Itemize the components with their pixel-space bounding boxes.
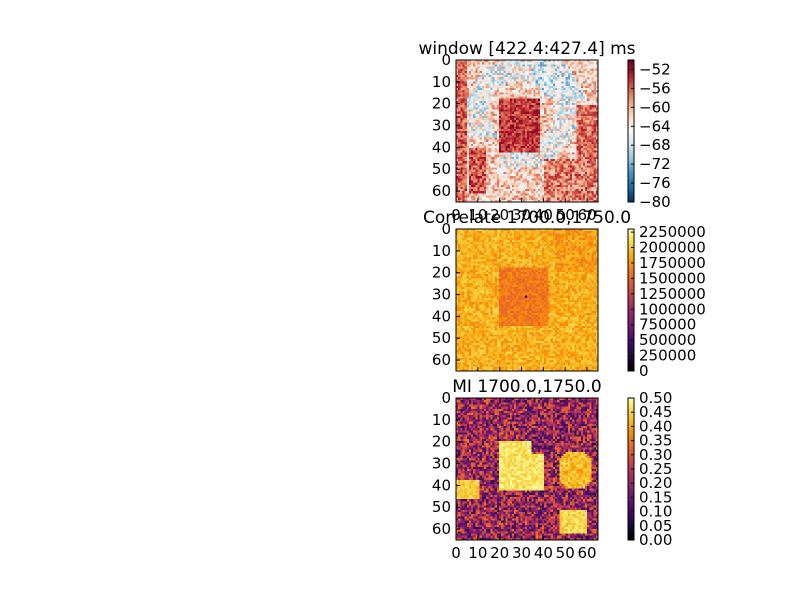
colorbar-tick-label: 0.30 xyxy=(639,446,672,464)
colorbar-tick-label: 750000 xyxy=(639,316,696,334)
colorbar-tick-label: −68 xyxy=(639,136,671,154)
x-tick-label: 50 xyxy=(556,544,575,562)
colorbar-tick-label: 2000000 xyxy=(639,239,706,257)
panel-2: Correlate 1700.0,1750.001020304050602250… xyxy=(423,208,706,380)
y-tick-label: 20 xyxy=(432,433,451,451)
y-tick-label: 50 xyxy=(432,329,451,347)
colorbar-tick-label: 0.10 xyxy=(639,503,672,521)
x-tick-label: 20 xyxy=(490,206,509,224)
colorbar xyxy=(627,228,635,372)
colorbar-tick-label: −72 xyxy=(639,155,671,173)
panel-title: MI 1700.0,1750.0 xyxy=(452,377,601,397)
x-tick-label: 40 xyxy=(534,206,553,224)
colorbar-tick-label: 0.40 xyxy=(639,417,672,435)
colorbar-tick-label: −52 xyxy=(639,60,671,78)
x-tick-label: 60 xyxy=(578,206,597,224)
y-tick-label: 60 xyxy=(432,351,451,369)
panel-title: window [422.4:427.4] ms xyxy=(418,39,635,59)
x-tick-label: 30 xyxy=(512,206,531,224)
heatmap-cells xyxy=(456,60,599,203)
x-tick-label: 10 xyxy=(468,544,487,562)
y-tick-label: 30 xyxy=(432,455,451,473)
x-tick-label: 0 xyxy=(451,544,461,562)
colorbar-tick-label: 0.00 xyxy=(639,531,672,549)
colorbar-tick-label: 0.15 xyxy=(639,488,672,506)
x-tick-label: 0 xyxy=(451,206,461,224)
colorbar-tick-label: −76 xyxy=(639,174,671,192)
colorbar-tick-label: 0.25 xyxy=(639,460,672,478)
x-tick-label: 50 xyxy=(556,206,575,224)
colorbar-tick-label: 0.45 xyxy=(639,403,672,421)
colorbar-tick-label: −64 xyxy=(639,117,671,135)
y-tick-label: 10 xyxy=(432,411,451,429)
y-tick-label: 40 xyxy=(432,307,451,325)
y-tick-label: 50 xyxy=(432,160,451,178)
colorbar-tick-label: 1500000 xyxy=(639,269,706,287)
axes-frame xyxy=(455,228,599,372)
y-tick-label: 40 xyxy=(432,138,451,156)
y-tick-label: 0 xyxy=(441,51,451,69)
y-tick-label: 40 xyxy=(432,476,451,494)
panel-title: Correlate 1700.0,1750.0 xyxy=(423,208,631,228)
colorbar-tick-label: −60 xyxy=(639,98,671,116)
y-tick-label: 60 xyxy=(432,520,451,538)
colorbar-tick-label: −80 xyxy=(639,193,671,211)
colorbar-tick-label: 1000000 xyxy=(639,300,706,318)
y-tick-label: 0 xyxy=(441,220,451,238)
y-tick-label: 20 xyxy=(432,95,451,113)
colorbar-tick-label: 0 xyxy=(639,362,649,380)
x-tick-label: 60 xyxy=(578,544,597,562)
y-tick-label: 20 xyxy=(432,264,451,282)
colorbar-tick-label: 0.05 xyxy=(639,517,672,535)
heatmap-cells xyxy=(456,229,599,372)
colorbar-tick-label: 250000 xyxy=(639,347,696,365)
axes-frame xyxy=(455,397,599,541)
colorbar-tick-label: 0.20 xyxy=(639,474,672,492)
x-tick-label: 20 xyxy=(490,544,509,562)
axes-frame xyxy=(455,59,599,203)
x-tick-label: 10 xyxy=(468,206,487,224)
y-tick-label: 50 xyxy=(432,498,451,516)
x-tick-label: 30 xyxy=(512,544,531,562)
y-tick-label: 30 xyxy=(432,286,451,304)
colorbar xyxy=(627,59,635,203)
y-tick-label: 0 xyxy=(441,389,451,407)
colorbar-tick-label: 500000 xyxy=(639,331,696,349)
colorbar-tick-label: −56 xyxy=(639,79,671,97)
y-tick-label: 10 xyxy=(432,73,451,91)
y-tick-label: 60 xyxy=(432,182,451,200)
y-tick-label: 10 xyxy=(432,242,451,260)
y-tick-label: 30 xyxy=(432,117,451,135)
colorbar-tick-label: 0.35 xyxy=(639,432,672,450)
colorbar-tick-label: 0.50 xyxy=(639,389,672,407)
colorbar-tick-label: 1250000 xyxy=(639,285,706,303)
x-tick-label: 40 xyxy=(534,544,553,562)
heatmap-cells xyxy=(456,398,599,541)
colorbar-tick-label: 1750000 xyxy=(639,254,706,272)
colorbar-tick-label: 2250000 xyxy=(639,223,706,241)
